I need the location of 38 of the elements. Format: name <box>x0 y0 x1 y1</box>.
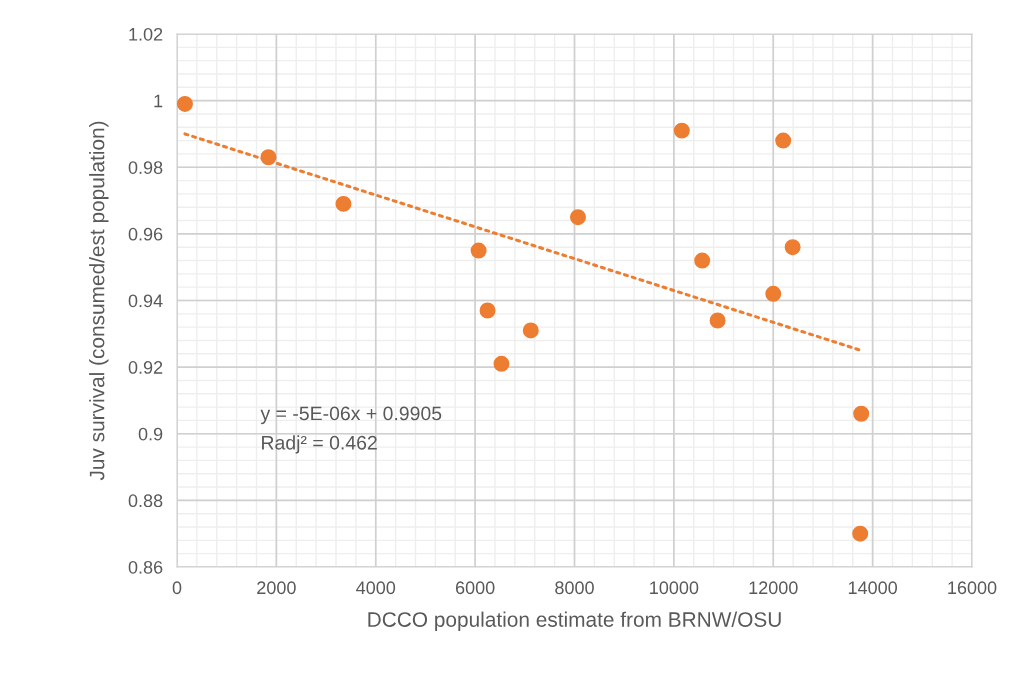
point <box>522 322 539 339</box>
y-tick-label: 0.86 <box>128 560 163 574</box>
point <box>470 242 487 259</box>
point <box>335 195 352 212</box>
annotation: y = -5E-06x + 0.9905 <box>260 406 442 425</box>
point <box>569 209 586 226</box>
y-tick-label: 1.02 <box>129 27 163 41</box>
point <box>852 525 869 542</box>
y-tick-label: 0.9 <box>138 427 163 441</box>
point <box>853 405 870 422</box>
point <box>177 95 193 112</box>
point <box>673 122 690 139</box>
y-axis-title: Juv survival (consumed/est population) <box>89 121 109 481</box>
x-tick-label: 10000 <box>650 581 699 595</box>
point <box>775 132 792 149</box>
point <box>784 239 801 256</box>
y-tick-label: 0.88 <box>128 494 163 508</box>
y-tick-label: 1 <box>154 94 163 108</box>
annotation: Radj² = 0.462 <box>262 435 377 454</box>
x-tick-label: 6000 <box>455 581 495 595</box>
x-tick-label: 8000 <box>555 581 594 595</box>
y-tick-label: 0.92 <box>128 361 163 374</box>
x-axis-title: DCCO population estimate from BRNW/OSU <box>368 611 781 632</box>
point <box>493 355 510 372</box>
point <box>709 312 726 329</box>
y-tick-label: 0.94 <box>128 294 163 308</box>
x-tick-label: 16000 <box>948 581 997 595</box>
x-tick-label: 0 <box>172 581 182 595</box>
point <box>765 285 782 302</box>
x-tick-label: 12000 <box>749 581 798 595</box>
point <box>260 149 277 166</box>
y-tick-label: 0.96 <box>128 227 163 241</box>
x-tick-label: 14000 <box>848 581 898 595</box>
x-tick-label: 2000 <box>257 581 296 595</box>
point <box>694 252 711 269</box>
y-tick-label: 0.98 <box>128 161 163 174</box>
point <box>479 302 496 319</box>
x-tick-label: 4000 <box>356 581 396 595</box>
